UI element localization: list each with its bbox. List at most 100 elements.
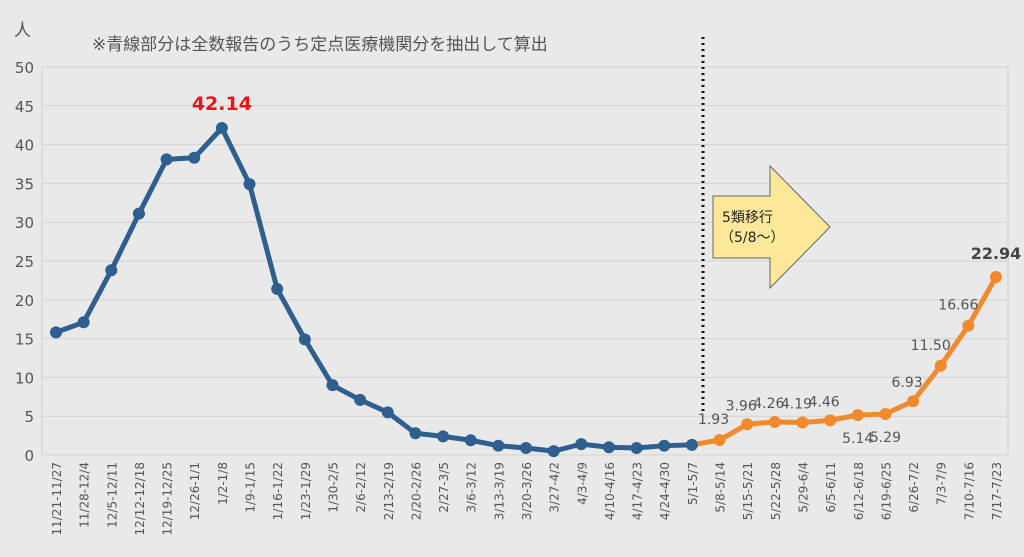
y-tick-label: 15 bbox=[15, 331, 34, 349]
data-label: 5.29 bbox=[870, 430, 901, 446]
data-point-blue bbox=[630, 442, 643, 455]
x-tick-label: 3/27-4/2 bbox=[548, 462, 562, 513]
y-tick-label: 0 bbox=[24, 447, 34, 465]
grid-lines bbox=[41, 66, 1009, 456]
x-tick-label: 1/16-1/22 bbox=[271, 462, 285, 520]
data-point-orange bbox=[768, 415, 781, 428]
data-point-blue bbox=[298, 333, 311, 346]
data-point-blue bbox=[105, 264, 118, 277]
x-tick-label: 4/10-4/16 bbox=[603, 462, 617, 520]
x-tick-label: 5/8-5/14 bbox=[714, 462, 728, 513]
data-label: 6.93 bbox=[891, 375, 922, 391]
x-tick-label: 5/15-5/21 bbox=[741, 462, 755, 520]
x-axis-ticks: 11/21-11/27 11/28-12/4 12/5-12/11 12/12-12/… bbox=[50, 462, 1004, 536]
x-tick-label: 7/3-7/9 bbox=[935, 462, 949, 505]
data-point-blue bbox=[437, 430, 450, 443]
data-point-blue bbox=[243, 178, 256, 191]
chart-note: ※青線部分は全数報告のうち定点医療機関分を抽出して算出 bbox=[92, 35, 548, 55]
series-group: 42.14 1.933.964.264.194.46 5.145.29 6.93 11.… bbox=[50, 93, 1022, 458]
data-point-blue bbox=[50, 326, 62, 339]
x-tick-label: 1/2-1/8 bbox=[216, 462, 230, 505]
x-tick-label: 12/12-12/18 bbox=[133, 462, 147, 536]
x-tick-label: 12/5-12/11 bbox=[105, 462, 119, 528]
x-tick-label: 5/22-5/28 bbox=[769, 462, 783, 520]
data-point-orange bbox=[879, 407, 892, 420]
data-point-blue bbox=[188, 151, 201, 164]
x-tick-label: 6/12-6/18 bbox=[852, 462, 866, 520]
data-point-blue bbox=[326, 379, 339, 392]
y-axis-label: 人 bbox=[14, 21, 31, 41]
x-tick-label: 12/19-12/25 bbox=[161, 462, 175, 536]
arrow-shape bbox=[712, 164, 831, 290]
data-point-orange bbox=[796, 416, 809, 429]
y-tick-label: 50 bbox=[15, 59, 34, 77]
y-tick-label: 45 bbox=[15, 98, 34, 116]
data-label: 4.26 bbox=[753, 396, 784, 412]
data-label: 4.19 bbox=[781, 396, 812, 412]
data-label: 11.50 bbox=[911, 338, 951, 354]
x-tick-label: 1/9-1/15 bbox=[244, 462, 258, 513]
data-point-blue bbox=[132, 207, 145, 220]
x-tick-label: 5/29-6/4 bbox=[796, 462, 810, 513]
x-tick-label: 2/20-2/26 bbox=[409, 462, 423, 520]
y-tick-label: 40 bbox=[15, 137, 34, 155]
y-tick-label: 10 bbox=[15, 369, 34, 387]
x-tick-label: 2/13-2/19 bbox=[382, 462, 396, 520]
x-tick-label: 11/21-11/27 bbox=[50, 462, 64, 536]
data-point-blue bbox=[492, 439, 505, 452]
data-label: 22.94 bbox=[971, 244, 1022, 263]
x-tick-label: 11/28-12/4 bbox=[78, 462, 92, 528]
x-tick-label: 2/6-2/12 bbox=[354, 462, 368, 513]
data-point-blue bbox=[464, 434, 477, 447]
callout-line2: （5/8〜） bbox=[720, 230, 785, 246]
y-tick-label: 35 bbox=[15, 175, 34, 193]
peak-data-label: 42.14 bbox=[192, 93, 252, 115]
data-point-blue bbox=[602, 441, 615, 454]
data-label: 16.66 bbox=[938, 298, 978, 314]
data-point-blue bbox=[409, 427, 422, 440]
data-label: 3.96 bbox=[726, 398, 757, 414]
data-label: 1.93 bbox=[698, 412, 729, 428]
x-tick-label: 1/23-1/29 bbox=[299, 462, 313, 520]
data-point-blue bbox=[215, 121, 228, 134]
x-tick-label: 3/6-3/12 bbox=[465, 462, 479, 513]
x-tick-label: 12/26-1/1 bbox=[188, 462, 202, 520]
data-point-blue bbox=[77, 316, 90, 329]
x-tick-label: 2/27-3/5 bbox=[437, 462, 451, 513]
y-tick-label: 5 bbox=[24, 408, 34, 426]
data-point-orange bbox=[824, 414, 837, 427]
data-point-blue bbox=[520, 442, 532, 455]
x-tick-label: 7/10-7/16 bbox=[962, 462, 976, 520]
x-tick-label: 3/13-3/19 bbox=[492, 462, 506, 520]
data-point-blue bbox=[381, 406, 394, 419]
y-tick-label: 20 bbox=[15, 292, 34, 310]
data-point-blue bbox=[575, 438, 588, 451]
data-point-orange bbox=[907, 395, 920, 408]
y-tick-label: 25 bbox=[15, 253, 34, 271]
data-point-blue bbox=[271, 282, 284, 295]
x-tick-label: 4/3-4/9 bbox=[575, 462, 589, 505]
data-point-blue bbox=[685, 438, 698, 451]
data-point-orange bbox=[713, 434, 726, 447]
x-tick-label: 6/5-6/11 bbox=[824, 462, 838, 513]
data-point-orange bbox=[962, 319, 975, 332]
data-point-orange bbox=[851, 409, 864, 422]
y-tick-label: 30 bbox=[15, 214, 34, 232]
data-point-blue bbox=[160, 153, 173, 166]
x-tick-label: 1/30-2/5 bbox=[326, 462, 340, 513]
x-tick-label: 4/24-4/30 bbox=[658, 462, 672, 520]
data-point-orange bbox=[741, 418, 754, 431]
data-point-blue bbox=[354, 393, 367, 406]
data-point-blue bbox=[658, 439, 671, 452]
data-label: 5.14 bbox=[842, 431, 873, 447]
data-point-orange bbox=[990, 270, 1002, 283]
series-line-blue bbox=[55, 125, 692, 454]
x-tick-label: 3/20-3/26 bbox=[520, 462, 534, 520]
x-tick-label: 6/19-6/25 bbox=[879, 462, 893, 520]
data-point-blue bbox=[547, 445, 560, 458]
transition-arrow-callout: 5類移行 （5/8〜） bbox=[712, 164, 831, 290]
x-tick-label: 5/1-5/7 bbox=[686, 462, 700, 505]
y-axis-ticks: 0 5 10 15 20 25 30 35 40 45 50 bbox=[15, 59, 34, 465]
callout-line1: 5類移行 bbox=[722, 210, 773, 226]
